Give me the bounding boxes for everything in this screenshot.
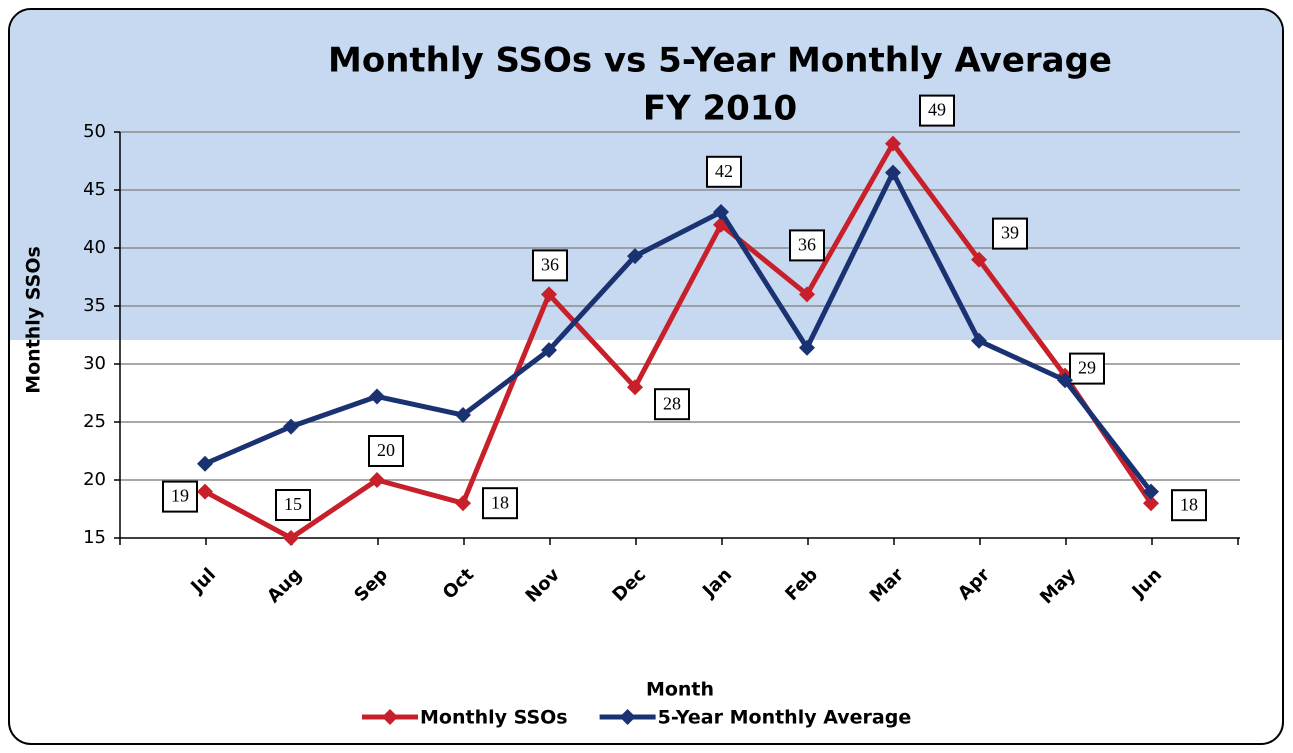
data-label: 29 <box>1078 358 1096 378</box>
point-marker <box>283 418 299 435</box>
point-marker <box>885 135 901 152</box>
header-band <box>10 10 1282 340</box>
data-label: 20 <box>377 440 395 460</box>
data-label-box <box>706 155 742 188</box>
point-marker <box>799 339 815 356</box>
point-marker <box>1143 483 1159 500</box>
data-label-box <box>1069 352 1105 385</box>
data-label-box <box>532 249 568 282</box>
point-marker <box>197 455 213 472</box>
y-tick-label: 50 <box>83 121 106 142</box>
data-label-box <box>482 487 518 520</box>
x-axis-label: Month <box>646 679 714 701</box>
point-marker <box>713 204 729 221</box>
point-marker <box>197 483 213 500</box>
point-marker <box>971 332 987 349</box>
series-line <box>204 170 1153 494</box>
point-marker <box>971 251 987 268</box>
data-label-box <box>992 217 1028 250</box>
point-marker <box>885 164 901 181</box>
data-label-box <box>654 388 690 421</box>
y-tick-label: 30 <box>83 353 106 374</box>
point-marker <box>627 248 643 265</box>
point-marker <box>627 379 643 396</box>
point-marker <box>283 530 299 546</box>
data-label-box <box>162 480 198 513</box>
data-label-box <box>368 435 404 467</box>
data-label: 18 <box>1180 494 1198 514</box>
data-label-box <box>789 229 825 262</box>
data-label: 18 <box>491 492 509 512</box>
y-axis-label: Monthly SSOs <box>23 246 45 394</box>
y-tick-label: 15 <box>83 527 106 548</box>
point-marker <box>1143 495 1159 512</box>
y-tick-label: 20 <box>83 469 106 490</box>
point-marker <box>541 286 557 303</box>
point-marker <box>1057 372 1073 389</box>
data-label: 42 <box>715 161 733 181</box>
legend-label: Monthly SSOs <box>420 707 568 729</box>
data-label: 36 <box>798 235 816 255</box>
data-label: 39 <box>1001 223 1019 243</box>
point-marker <box>541 342 557 359</box>
data-label: 19 <box>171 486 189 506</box>
point-marker <box>455 407 471 424</box>
legend-marker <box>619 709 636 725</box>
point-marker <box>369 472 385 488</box>
data-label: 36 <box>541 255 559 275</box>
point-marker <box>799 286 815 303</box>
data-label: 15 <box>284 494 302 514</box>
data-label-box <box>275 489 311 521</box>
legend-marker <box>382 709 398 725</box>
y-tick-label: 45 <box>83 179 106 200</box>
chart-title: Monthly SSOs vs 5-Year Monthly Average <box>328 41 1112 81</box>
y-tick-label: 25 <box>83 411 106 432</box>
series-line <box>203 141 1154 541</box>
data-label: 28 <box>663 393 681 413</box>
legend-label: 5-Year Monthly Average <box>658 707 912 729</box>
point-marker <box>369 388 385 405</box>
chart-subtitle: FY 2010 <box>643 89 797 129</box>
data-label: 49 <box>928 100 946 120</box>
y-tick-label: 40 <box>83 237 106 258</box>
data-label-box <box>1171 489 1207 522</box>
y-tick-label: 35 <box>83 295 106 316</box>
point-marker <box>455 495 471 512</box>
data-label-box <box>919 94 955 127</box>
